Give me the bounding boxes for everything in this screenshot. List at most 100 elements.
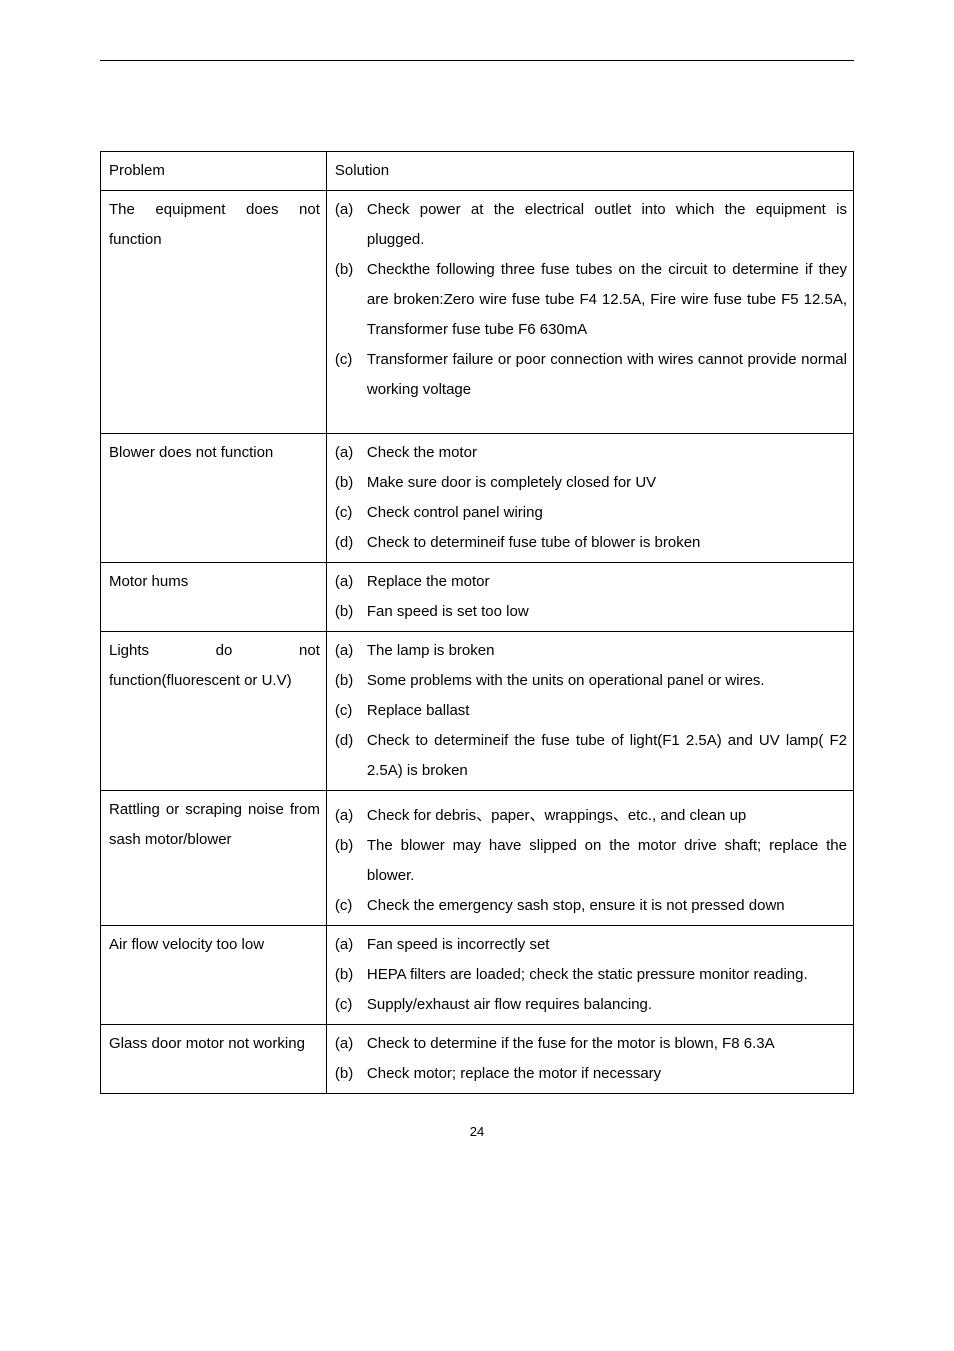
list-text: The blower may have slipped on the motor… — [367, 831, 847, 891]
problem-text: Air flow velocity too low — [109, 930, 320, 960]
list-text: Check motor; replace the motor if necess… — [367, 1059, 847, 1089]
list-text: Supply/exhaust air flow requires balanci… — [367, 990, 847, 1020]
list-item: (a)Check for debris、paper、wrappings、etc.… — [335, 801, 847, 831]
column-header-problem: Problem — [101, 152, 327, 191]
table-row: Motor hums (a)Replace the motor(b)Fan spe… — [101, 563, 854, 632]
table-row: Air flow velocity too low (a)Fan speed is… — [101, 926, 854, 1025]
list-text: Check control panel wiring — [367, 498, 847, 528]
solution-list: (a)Check power at the electrical outlet … — [335, 195, 847, 429]
list-text: Replace the motor — [367, 567, 847, 597]
list-item: (c)Transformer failure or poor connectio… — [335, 345, 847, 405]
list-text: Some problems with the units on operatio… — [367, 666, 847, 696]
list-marker: (a) — [335, 930, 367, 960]
solution-cell: (a)Fan speed is incorrectly set(b)HEPA f… — [326, 926, 853, 1025]
solution-list: (a)Replace the motor(b)Fan speed is set … — [335, 567, 847, 627]
problem-cell: Lights do not function(fluorescent or U.… — [101, 632, 327, 791]
problem-text: Glass door motor not working — [109, 1029, 320, 1059]
list-marker: (a) — [335, 636, 367, 666]
solution-cell: (a)Replace the motor(b)Fan speed is set … — [326, 563, 853, 632]
list-text: Make sure door is completely closed for … — [367, 468, 847, 498]
list-item: (a)Check power at the electrical outlet … — [335, 195, 847, 255]
list-item: (b)HEPA filters are loaded; check the st… — [335, 960, 847, 990]
list-text: The lamp is broken — [367, 636, 847, 666]
list-text: Fan speed is incorrectly set — [367, 930, 847, 960]
list-item: (a)Fan speed is incorrectly set — [335, 930, 847, 960]
list-marker: (d) — [335, 528, 367, 558]
list-item: (b)Make sure door is completely closed f… — [335, 468, 847, 498]
list-text: Fan speed is set too low — [367, 597, 847, 627]
list-marker: (b) — [335, 597, 367, 627]
solution-cell: (a)Check power at the electrical outlet … — [326, 191, 853, 434]
list-text: Transformer failure or poor connection w… — [367, 345, 847, 405]
problem-text: The equipment does not function — [109, 195, 320, 255]
solution-list: (a)The lamp is broken(b)Some problems wi… — [335, 636, 847, 786]
problem-text: Lights do not function(fluorescent or U.… — [109, 636, 320, 696]
list-text: Checkthe following three fuse tubes on t… — [367, 255, 847, 345]
list-marker: (c) — [335, 498, 367, 528]
list-item: (b)Check motor; replace the motor if nec… — [335, 1059, 847, 1089]
solution-cell: (a)Check the motor(b)Make sure door is c… — [326, 434, 853, 563]
list-text: Replace ballast — [367, 696, 847, 726]
list-item: (c)Check control panel wiring — [335, 498, 847, 528]
list-marker: (b) — [335, 1059, 367, 1089]
list-marker: (c) — [335, 891, 367, 921]
list-text: Check to determineif the fuse tube of li… — [367, 726, 847, 786]
table-row: The equipment does not function(a)Check … — [101, 191, 854, 434]
page: ProblemSolutionThe equipment does not fu… — [0, 0, 954, 1179]
problem-cell: Motor hums — [101, 563, 327, 632]
list-text: Check the motor — [367, 438, 847, 468]
list-marker: (c) — [335, 345, 367, 405]
list-item: (c)Check the emergency sash stop, ensure… — [335, 891, 847, 921]
list-marker: (b) — [335, 666, 367, 696]
solution-cell: (a)Check for debris、paper、wrappings、etc.… — [326, 791, 853, 926]
list-item: (a)Replace the motor — [335, 567, 847, 597]
table-row: Glass door motor not working (a)Check to … — [101, 1025, 854, 1094]
problem-cell: Blower does not function — [101, 434, 327, 563]
list-text: Check for debris、paper、wrappings、etc., a… — [367, 801, 847, 831]
problem-text: Rattling or scraping noise from sash mot… — [109, 795, 320, 855]
list-item: (a)The lamp is broken — [335, 636, 847, 666]
list-text: Check to determineif fuse tube of blower… — [367, 528, 847, 558]
list-marker: (a) — [335, 1029, 367, 1059]
table-header-row: ProblemSolution — [101, 152, 854, 191]
problem-cell: Rattling or scraping noise from sash mot… — [101, 791, 327, 926]
list-text: Check power at the electrical outlet int… — [367, 195, 847, 255]
list-item: (b)The blower may have slipped on the mo… — [335, 831, 847, 891]
list-marker: (a) — [335, 195, 367, 255]
problem-solution-table: ProblemSolutionThe equipment does not fu… — [100, 151, 854, 1094]
list-marker: (b) — [335, 468, 367, 498]
page-number: 24 — [100, 1124, 854, 1139]
list-item: (c)Supply/exhaust air flow requires bala… — [335, 990, 847, 1020]
solution-cell: (a)Check to determine if the fuse for th… — [326, 1025, 853, 1094]
list-text: Check to determine if the fuse for the m… — [367, 1029, 847, 1059]
list-item: (b)Fan speed is set too low — [335, 597, 847, 627]
solution-list: (a)Fan speed is incorrectly set(b)HEPA f… — [335, 930, 847, 1020]
list-item: (a)Check the motor — [335, 438, 847, 468]
problem-cell: Glass door motor not working — [101, 1025, 327, 1094]
table-body: ProblemSolutionThe equipment does not fu… — [101, 152, 854, 1094]
column-header-solution: Solution — [326, 152, 853, 191]
list-item: (b)Some problems with the units on opera… — [335, 666, 847, 696]
problem-text: Motor hums — [109, 567, 320, 597]
solution-list: (a)Check to determine if the fuse for th… — [335, 1029, 847, 1089]
solution-list: (a)Check for debris、paper、wrappings、etc.… — [335, 795, 847, 921]
list-item: (d)Check to determineif the fuse tube of… — [335, 726, 847, 786]
problem-cell: The equipment does not function — [101, 191, 327, 434]
list-marker: (b) — [335, 960, 367, 990]
list-marker: (b) — [335, 255, 367, 345]
list-marker: (a) — [335, 801, 367, 831]
table-row: Blower does not function(a)Check the mot… — [101, 434, 854, 563]
list-text: Check the emergency sash stop, ensure it… — [367, 891, 847, 921]
list-item: (c)Replace ballast — [335, 696, 847, 726]
list-marker: (a) — [335, 438, 367, 468]
list-item: (b)Checkthe following three fuse tubes o… — [335, 255, 847, 345]
problem-text: Blower does not function — [109, 438, 320, 468]
list-marker: (d) — [335, 726, 367, 786]
list-item: (d)Check to determineif fuse tube of blo… — [335, 528, 847, 558]
list-text: HEPA filters are loaded; check the stati… — [367, 960, 847, 990]
list-marker: (b) — [335, 831, 367, 891]
list-item: (a)Check to determine if the fuse for th… — [335, 1029, 847, 1059]
problem-cell: Air flow velocity too low — [101, 926, 327, 1025]
header-rule — [100, 60, 854, 61]
list-marker: (c) — [335, 990, 367, 1020]
